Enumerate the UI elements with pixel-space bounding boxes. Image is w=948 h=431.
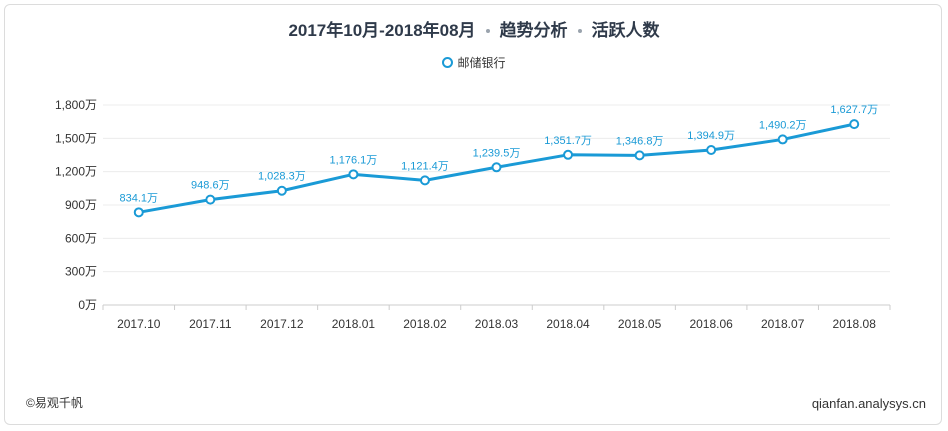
y-tick-label: 300万 [65, 265, 97, 279]
y-tick-label: 1,800万 [55, 98, 97, 112]
y-tick-label: 600万 [65, 231, 97, 245]
data-label: 1,351.7万 [544, 135, 592, 147]
data-label: 1,028.3万 [258, 171, 306, 183]
legend-circle-icon [442, 57, 454, 69]
title-analysis: 趋势分析 [499, 21, 568, 40]
data-point [634, 150, 645, 161]
data-point [706, 145, 717, 156]
data-point [205, 194, 216, 205]
data-point [777, 134, 788, 145]
chart-title: 2017年10月-2018年08月 趋势分析 活跃人数 [0, 16, 948, 41]
data-label: 948.6万 [191, 180, 230, 192]
x-tick-label: 2017.10 [117, 317, 161, 331]
x-tick-label: 2017.12 [260, 317, 304, 331]
data-point [491, 162, 502, 173]
title-separator-dot [485, 28, 490, 33]
data-label: 1,121.4万 [401, 160, 449, 172]
x-tick-label: 2018.04 [546, 317, 590, 331]
y-tick-label: 1,200万 [55, 165, 97, 179]
data-label: 1,346.8万 [616, 135, 664, 147]
title-period: 2017年10月-2018年08月 [288, 21, 476, 40]
data-point [133, 207, 144, 218]
x-tick-label: 2018.06 [689, 317, 733, 331]
x-tick-label: 2018.08 [833, 317, 877, 331]
x-tick-label: 2018.02 [403, 317, 447, 331]
y-tick-label: 1,500万 [55, 131, 97, 145]
data-label: 1,627.7万 [830, 104, 878, 116]
x-tick-label: 2018.05 [618, 317, 662, 331]
x-tick-label: 2018.03 [475, 317, 519, 331]
y-tick-label: 0万 [78, 298, 97, 312]
legend-series-label: 邮储银行 [457, 56, 506, 70]
data-label: 1,239.5万 [473, 147, 521, 159]
data-point [849, 119, 860, 130]
title-metric: 活跃人数 [591, 21, 660, 40]
legend[interactable]: 邮储银行 [0, 54, 948, 71]
data-point [348, 169, 359, 180]
copyright-text: ©易观千帆 [26, 396, 83, 410]
data-label: 1,490.2万 [759, 119, 807, 131]
site-url[interactable]: qianfan.analysys.cn [811, 396, 926, 411]
x-tick-label: 2018.01 [332, 317, 376, 331]
x-tick-label: 2018.07 [761, 317, 805, 331]
data-point [419, 175, 430, 186]
y-tick-label: 900万 [65, 198, 97, 212]
x-tick-label: 2017.11 [189, 317, 232, 331]
data-label: 1,394.9万 [687, 130, 735, 142]
title-separator-dot [577, 28, 582, 33]
data-label: 834.1万 [120, 192, 159, 204]
data-point [276, 185, 287, 196]
chart-frame [4, 4, 942, 425]
data-point [563, 149, 574, 160]
data-label: 1,176.1万 [330, 154, 378, 166]
